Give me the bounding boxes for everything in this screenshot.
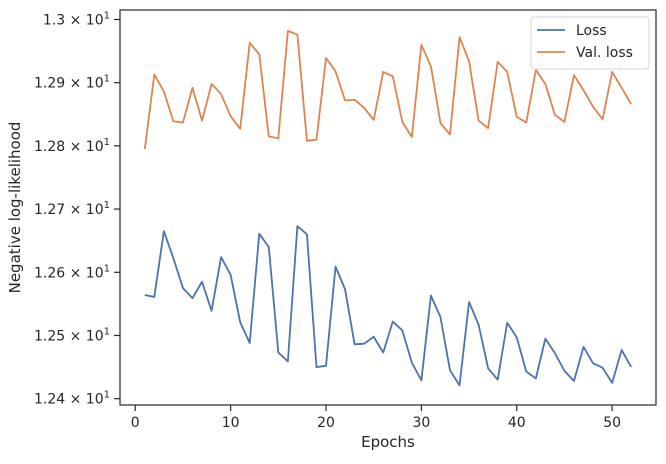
x-tick-label: 20: [317, 415, 335, 431]
x-tick-label: 0: [131, 415, 140, 431]
y-axis-label: Negative log-likelihood: [6, 122, 24, 294]
x-tick-label: 50: [603, 415, 621, 431]
plot-lines: [143, 29, 632, 387]
series-line-val-loss: [143, 29, 632, 150]
y-tick-label: 1.24 × 101: [34, 390, 110, 408]
x-axis-label: Epochs: [361, 433, 415, 451]
y-tick-label: 1.28 × 101: [34, 137, 110, 155]
x-tick-label: 30: [412, 415, 430, 431]
x-tick-label: 40: [508, 415, 526, 431]
y-tick-label: 1.3 × 101: [43, 10, 110, 28]
y-tick-label: 1.29 × 101: [34, 74, 110, 92]
x-axis-ticks: 0 10 20 30 40 50: [131, 405, 621, 431]
y-tick-label: 1.25 × 101: [34, 326, 110, 344]
legend-label: Val. loss: [576, 45, 633, 61]
y-tick-label: 1.27 × 101: [34, 200, 110, 218]
legend-label: Loss: [576, 23, 607, 39]
x-tick-label: 10: [222, 415, 240, 431]
y-axis-ticks: 1.24 × 101 1.25 × 101 1.26 × 101 1.27 × 101…: [34, 10, 120, 408]
y-tick-label: 1.26 × 101: [34, 263, 110, 281]
axes-frame: [119, 9, 657, 406]
legend: Loss Val. loss: [530, 16, 650, 70]
series-line-loss: [144, 225, 632, 387]
